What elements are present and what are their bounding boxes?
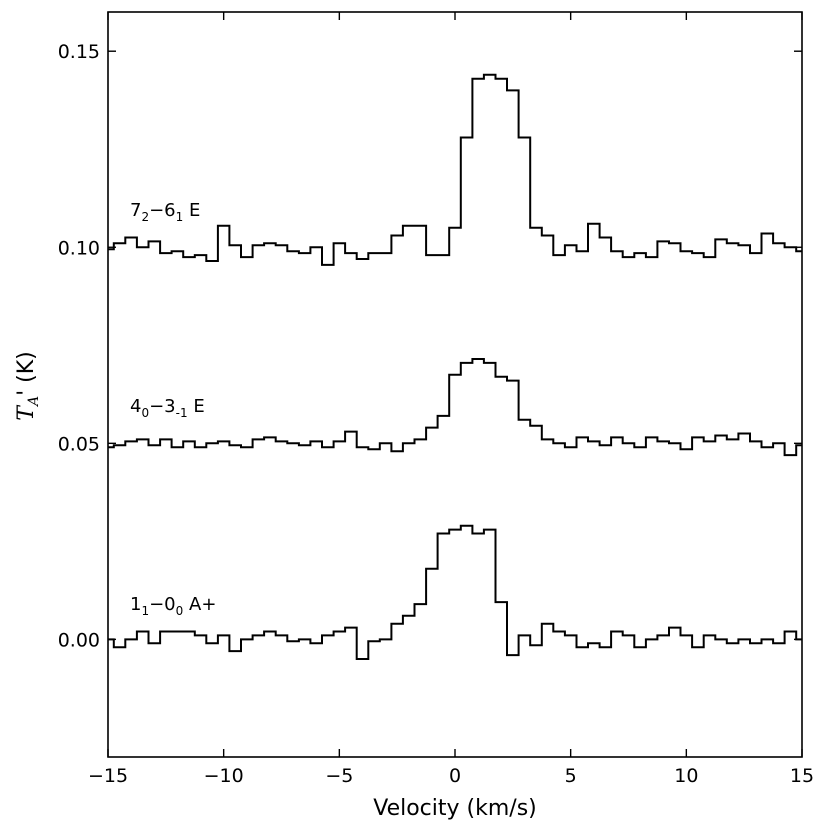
x-tick-label: −5 (325, 765, 353, 787)
series-line-3 (108, 524, 802, 660)
series-line-2 (108, 358, 802, 457)
y-tick-label: 0.00 (58, 629, 100, 651)
series-label-1: 72−61 E (130, 200, 200, 224)
x-tick-label: 5 (565, 765, 577, 787)
x-tick-label: 10 (674, 765, 698, 787)
series-group (108, 73, 802, 660)
y-axis-symbol-sub: A (26, 396, 42, 408)
y-axis-title: TA' (K) (14, 351, 42, 420)
series-labels: 72−61 E 40−3-1 E 11−00 A+ (130, 200, 216, 618)
x-tick-label: −10 (204, 765, 244, 787)
series-label-3: 11−00 A+ (130, 594, 216, 618)
y-tick-label: 0.15 (58, 41, 100, 63)
x-tick-label: −15 (88, 765, 128, 787)
x-tick-label: 0 (449, 765, 461, 787)
series-label-2: 40−3-1 E (130, 396, 205, 420)
x-axis-title: Velocity (km/s) (373, 796, 537, 821)
y-tick-label: 0.05 (58, 433, 100, 455)
y-tick-label: 0.10 (58, 237, 100, 259)
series-line-1 (108, 73, 802, 266)
plot-frame (107, 11, 803, 758)
y-axis-unit: ' (K) (14, 351, 39, 396)
y-axis-symbol: T (14, 404, 39, 421)
x-tick-label: 15 (790, 765, 814, 787)
y-axis: 0.00 0.05 0.10 0.15 (58, 41, 802, 651)
x-axis: −15 −10 −5 0 5 10 15 (88, 12, 814, 787)
y-axis-title-text: TA' (K) (14, 351, 42, 420)
